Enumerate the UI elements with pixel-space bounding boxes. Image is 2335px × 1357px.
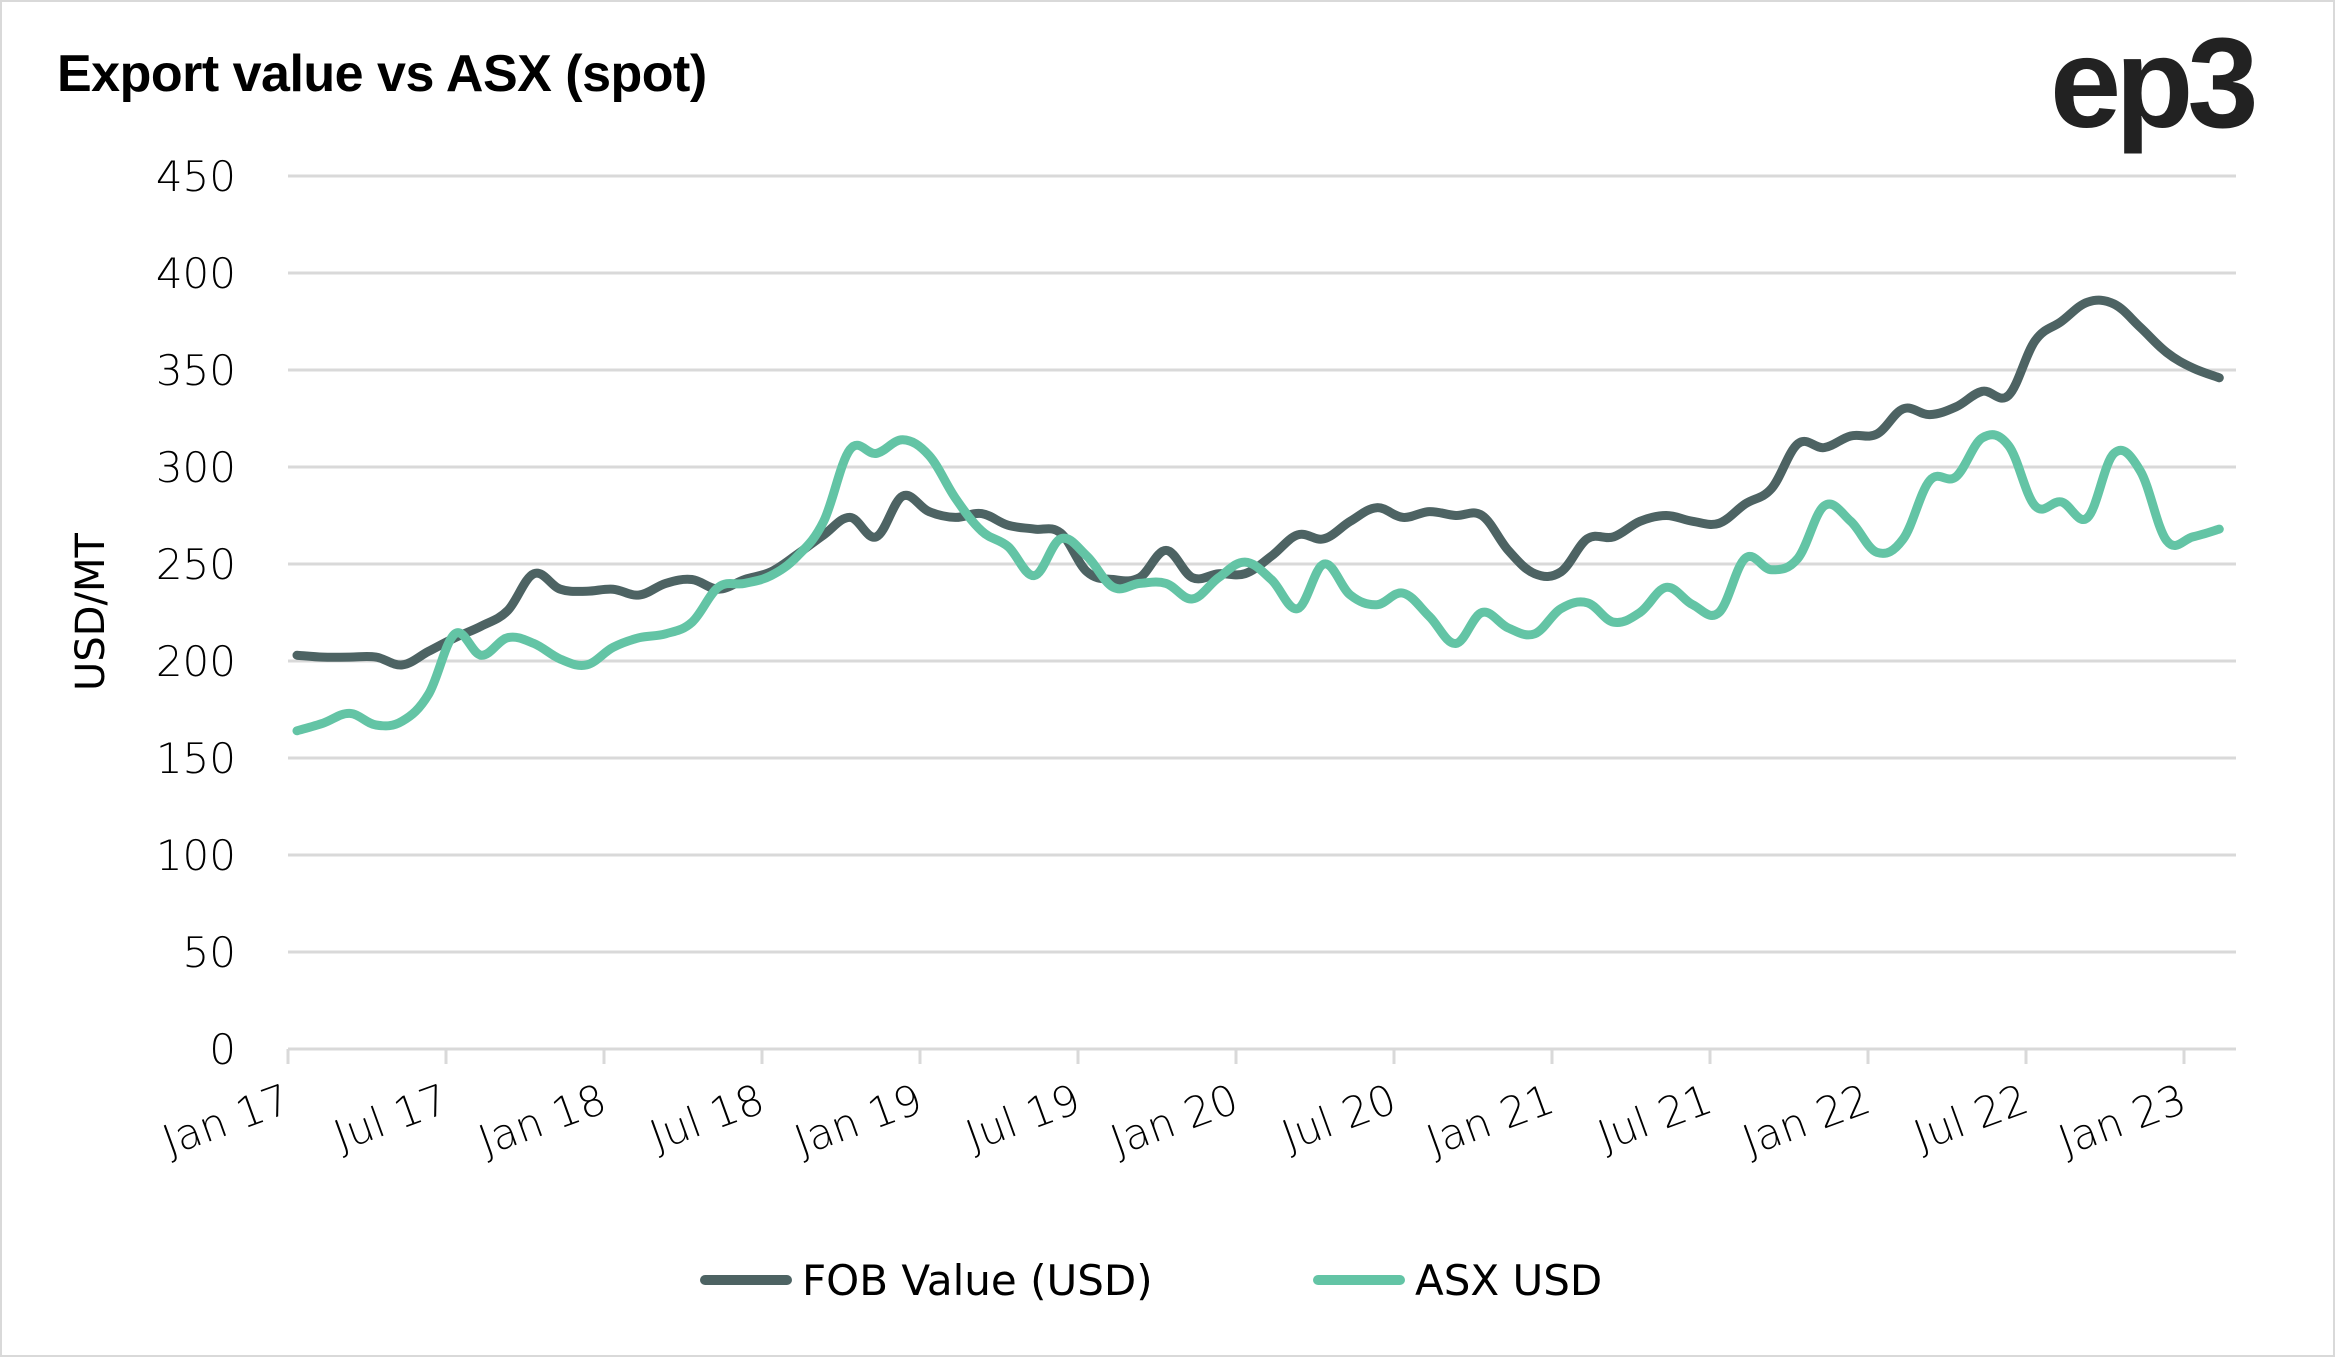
legend-label-asx: ASX USD (1415, 1255, 1603, 1305)
series-lines (292, 295, 2224, 736)
y-axis-title: USD/MT (68, 532, 114, 690)
x-tick-label: Jan 23 (2052, 1074, 2192, 1165)
x-tick-label: Jul 19 (959, 1074, 1086, 1160)
series-line-asx (292, 430, 2224, 736)
x-tick-label: Jul 22 (1907, 1074, 2034, 1160)
x-tick-label: Jul 17 (327, 1074, 454, 1160)
y-axis-tick-labels: 0 50 100 150 200 250 300 350 400 450 (156, 152, 236, 1074)
x-tick-label: Jan 21 (1420, 1074, 1560, 1165)
y-tick-label: 0 (209, 1025, 236, 1074)
y-tick-label: 200 (156, 637, 236, 686)
y-tick-label: 400 (156, 249, 236, 298)
gridlines (288, 174, 2236, 954)
x-tick-label: Jan 19 (788, 1074, 928, 1165)
y-tick-label: 350 (156, 346, 236, 395)
y-tick-label: 450 (156, 152, 236, 201)
x-axis-tick-labels: Jan 17 Jul 17 Jan 18 Jul 18 Jan 19 Jul 19 Jan … (156, 1074, 2192, 1165)
legend-swatch-fob (700, 1275, 792, 1285)
legend-label-fob: FOB Value (USD) (802, 1255, 1153, 1305)
y-tick-label: 100 (156, 831, 236, 880)
x-tick-label: Jan 22 (1736, 1074, 1876, 1165)
legend-swatch-asx (1313, 1275, 1405, 1285)
x-axis (286, 1047, 2236, 1064)
y-tick-label: 50 (183, 928, 236, 977)
x-tick-label: Jan 20 (1104, 1074, 1244, 1165)
legend: FOB Value (USD) ASX USD (0, 1250, 2335, 1310)
x-tick-label: Jul 21 (1591, 1074, 1718, 1160)
y-tick-label: 250 (156, 540, 236, 589)
legend-item-asx[interactable]: ASX USD (1313, 1250, 1602, 1310)
x-tick-label: Jan 17 (156, 1074, 296, 1165)
chart-title: Export value vs ASX (spot) (57, 45, 707, 103)
x-tick-label: Jul 18 (643, 1074, 770, 1160)
x-tick-label: Jan 18 (472, 1074, 612, 1165)
legend-item-fob[interactable]: FOB Value (USD) (700, 1250, 1153, 1310)
x-tick-label: Jul 20 (1275, 1074, 1402, 1160)
y-tick-label: 150 (156, 734, 236, 783)
ep3-logo: ep3 (2050, 12, 2259, 155)
y-tick-label: 300 (156, 443, 236, 492)
